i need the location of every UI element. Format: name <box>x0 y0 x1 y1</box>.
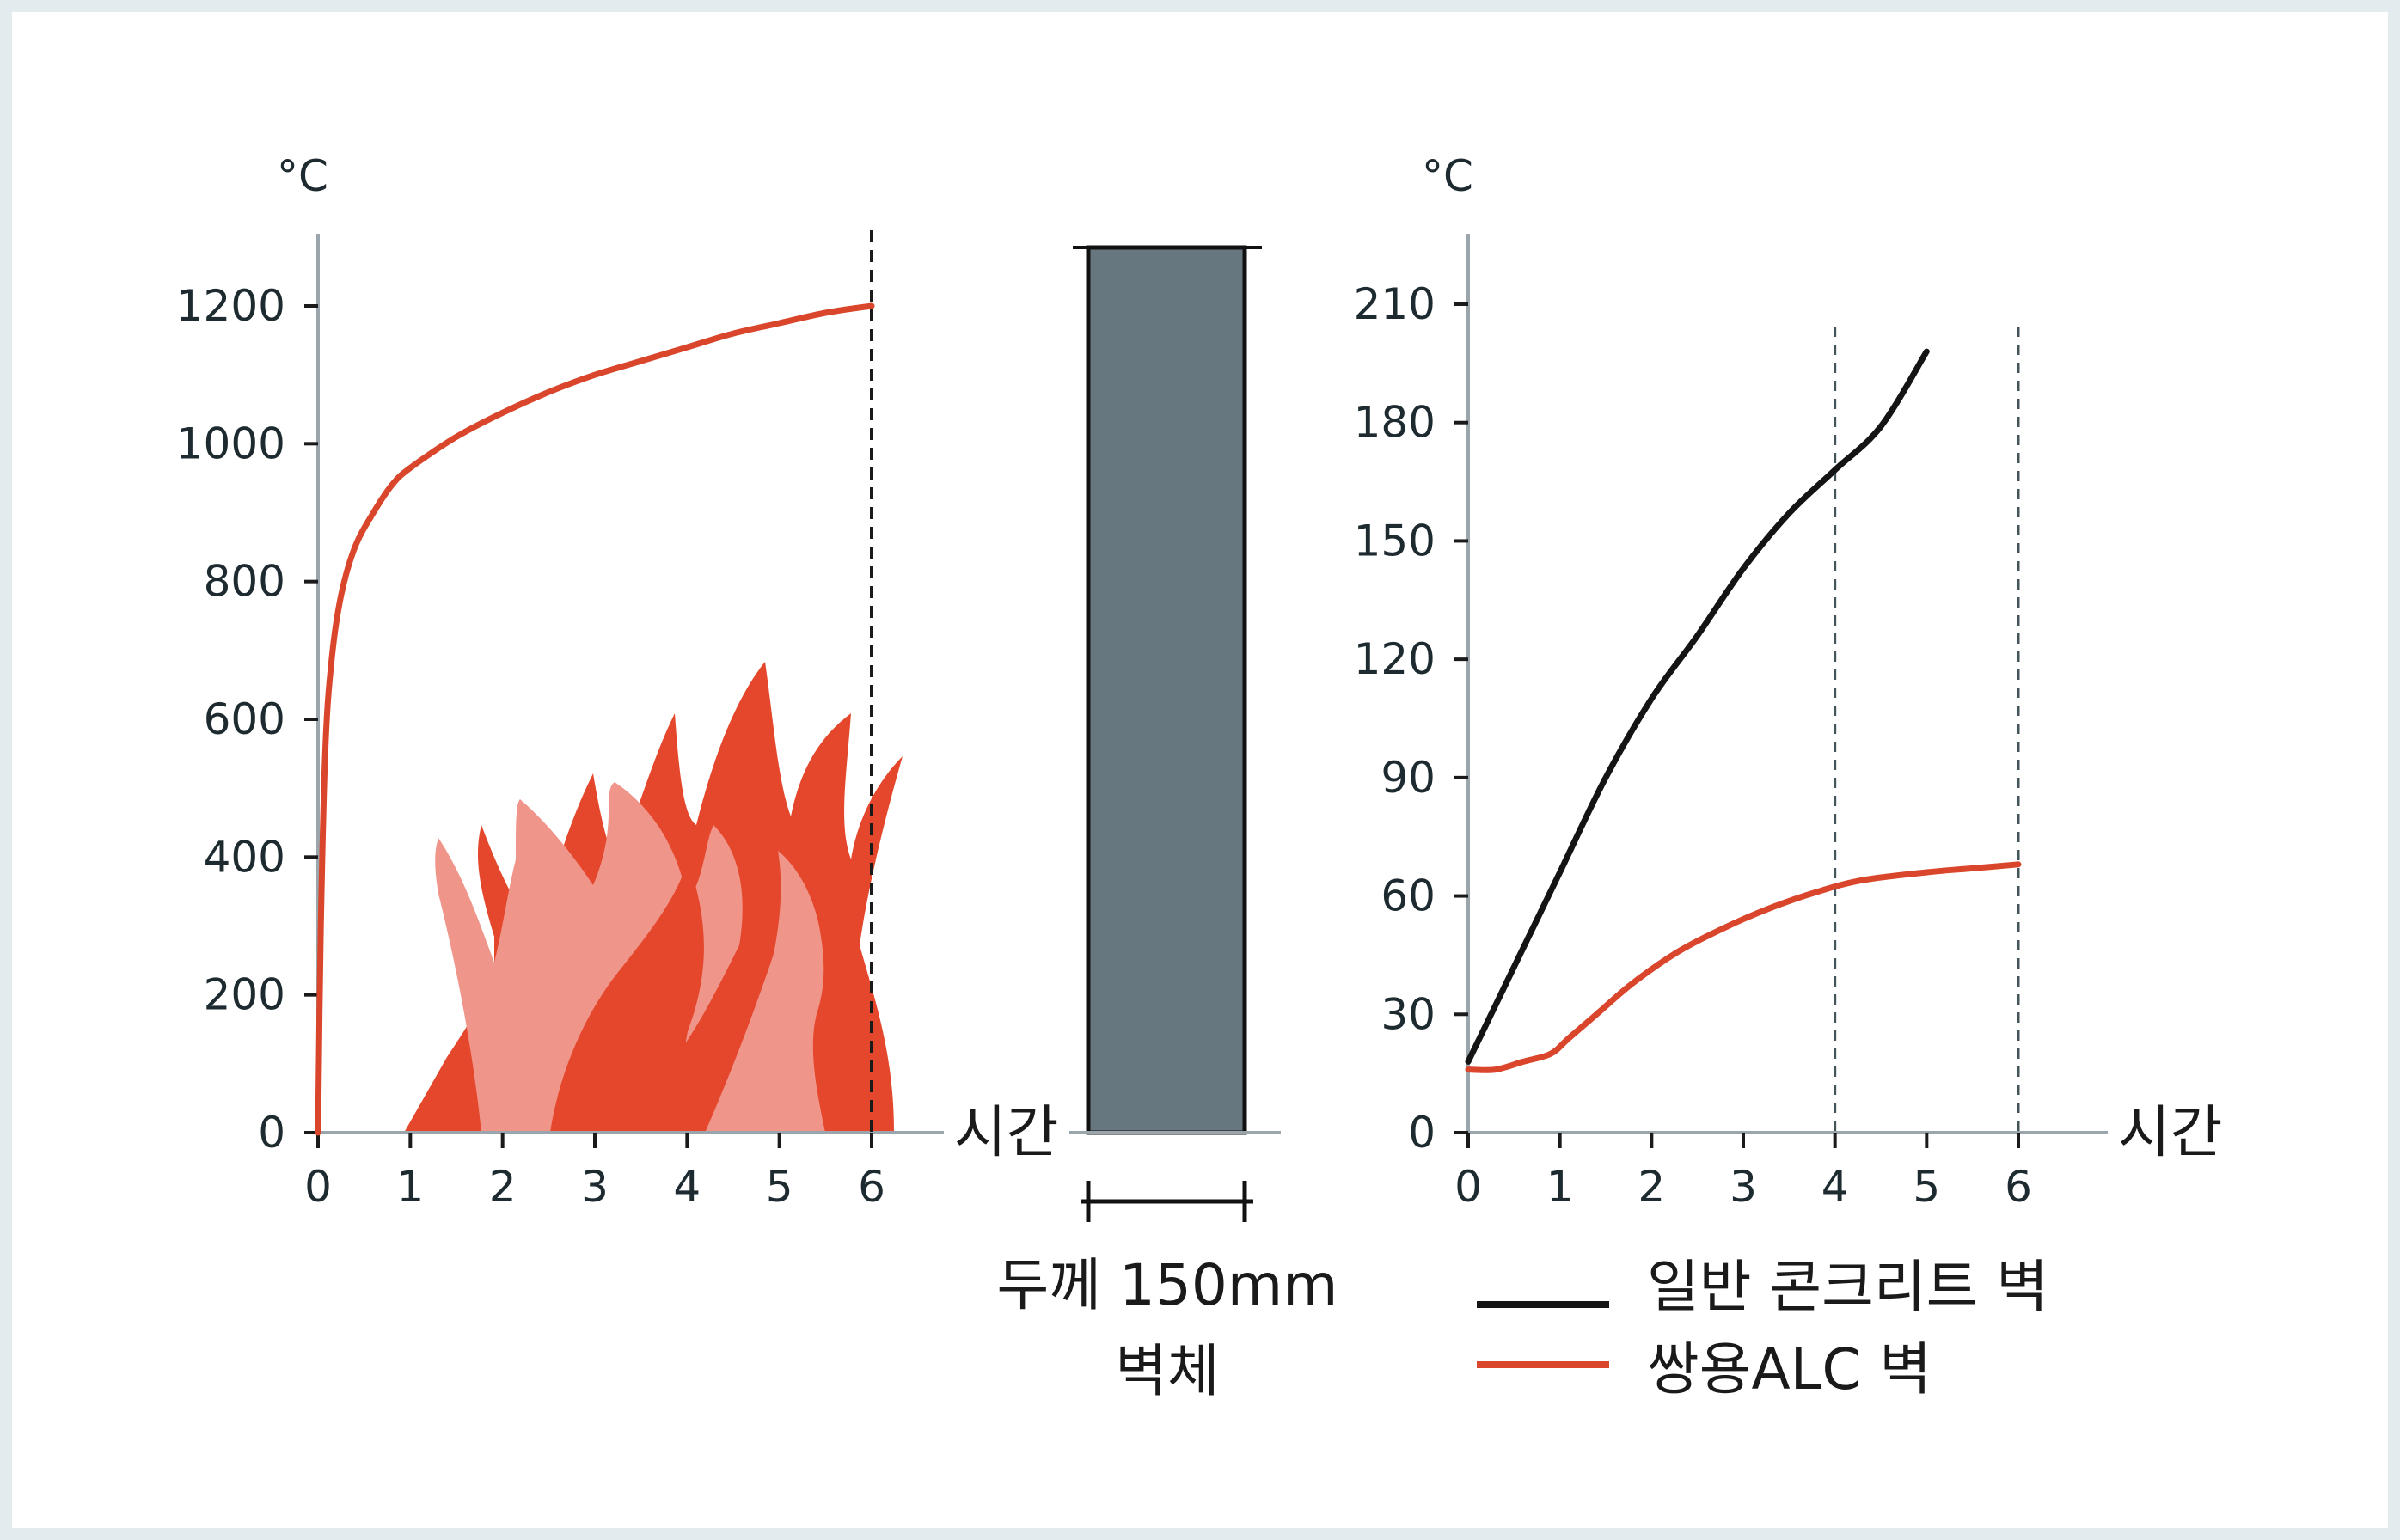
y-tick-label: 1200 <box>176 281 285 331</box>
legend: 일반 콘크리트 벽 쌍용ALC 벽 <box>1477 1254 2048 1402</box>
series-line-alc-wall <box>1465 861 2022 1073</box>
wall-illustration: 두께 150mm 벽체 <box>997 245 1338 1404</box>
x-tick-label: 4 <box>673 1162 701 1212</box>
wall-caption: 벽체 <box>1115 1338 1219 1404</box>
right-chart: 0 30 60 90 120 150 180 210 0 1 2 3 4 5 6 °C 시간 일반 콘크리… <box>1354 151 2223 1402</box>
legend-label-alc: 쌍용ALC 벽 <box>1647 1336 1932 1402</box>
flame-illustration <box>404 662 903 1133</box>
left-x-axis-label: 시간 <box>954 1099 1058 1165</box>
x-tick-label: 6 <box>858 1162 885 1212</box>
y-tick-label: 0 <box>1408 1108 1436 1158</box>
left-chart: 0 200 400 600 800 1000 1200 0 1 2 3 4 5 6 °C 시간 <box>176 151 1059 1212</box>
x-tick-label: 5 <box>766 1162 793 1212</box>
y-tick-label: 210 <box>1354 279 1436 329</box>
right-unit-label: °C <box>1422 151 1473 201</box>
x-tick-label: 3 <box>581 1162 609 1212</box>
y-tick-label: 180 <box>1354 398 1436 448</box>
wall-thickness-label: 두께 150mm <box>997 1252 1338 1318</box>
x-tick-label: 2 <box>489 1162 517 1212</box>
x-tick-label: 6 <box>2005 1162 2032 1212</box>
y-tick-label: 800 <box>204 557 285 607</box>
y-tick-label: 120 <box>1354 634 1436 684</box>
x-tick-label: 1 <box>1546 1162 1574 1212</box>
x-tick-label: 1 <box>396 1162 424 1212</box>
legend-label-normal-concrete: 일반 콘크리트 벽 <box>1647 1254 2048 1320</box>
y-tick-label: 90 <box>1381 753 1436 803</box>
x-tick-label: 0 <box>1454 1162 1482 1212</box>
x-tick-label: 3 <box>1730 1162 1757 1212</box>
y-tick-label: 30 <box>1381 989 1436 1039</box>
y-tick-label: 200 <box>204 970 285 1020</box>
series-line-furnace-temperature <box>315 302 875 1136</box>
flame-light-shape <box>705 851 825 1133</box>
y-tick-label: 600 <box>204 694 285 744</box>
y-tick-label: 150 <box>1354 516 1436 565</box>
flame-dark-shape <box>550 859 704 1133</box>
x-tick-label: 4 <box>1821 1162 1849 1212</box>
y-tick-label: 0 <box>258 1108 285 1158</box>
left-unit-label: °C <box>277 151 328 201</box>
y-tick-label: 400 <box>204 832 285 882</box>
x-tick-label: 0 <box>304 1162 332 1212</box>
wall-section <box>1086 245 1247 1135</box>
y-tick-label: 60 <box>1381 871 1436 921</box>
y-tick-label: 1000 <box>176 419 285 468</box>
x-tick-label: 2 <box>1638 1162 1665 1212</box>
right-x-axis-label: 시간 <box>2118 1099 2222 1165</box>
series-line-normal-concrete-wall <box>1465 348 1930 1065</box>
x-tick-label: 5 <box>1913 1162 1940 1212</box>
